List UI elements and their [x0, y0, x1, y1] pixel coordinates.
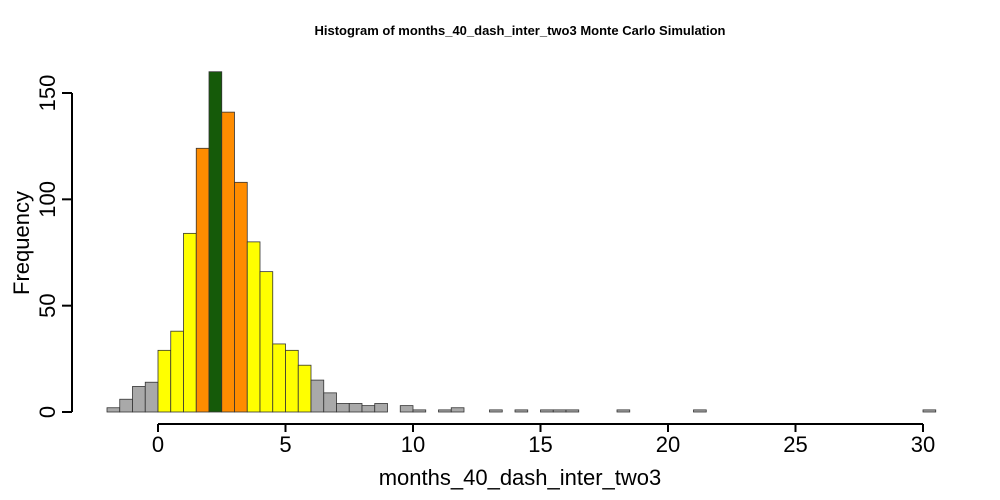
y-tick-label: 100 — [35, 181, 60, 218]
histogram-bar — [297, 364, 312, 413]
histogram-bar — [540, 409, 554, 413]
histogram-bar — [234, 181, 248, 413]
histogram-bar — [514, 409, 529, 413]
histogram-bar — [399, 405, 414, 413]
histogram-bar — [348, 403, 363, 413]
histogram-bar — [693, 409, 707, 413]
histogram-bar — [157, 349, 172, 413]
y-axis-ticks: 0 50 100 150 — [35, 75, 72, 418]
y-tick-label: 0 — [35, 406, 60, 418]
histogram-bar — [450, 407, 465, 413]
histogram-bar — [489, 409, 503, 413]
histogram-bar — [208, 71, 223, 413]
histogram-bar — [144, 381, 159, 413]
y-axis-title: Frequency — [9, 191, 34, 295]
histogram-bars — [106, 71, 937, 413]
x-tick-label: 0 — [152, 432, 164, 457]
x-tick-label: 30 — [911, 432, 935, 457]
x-tick-label: 20 — [656, 432, 680, 457]
histogram-bar — [183, 232, 197, 413]
histogram-bar — [336, 403, 350, 413]
histogram-bar — [922, 409, 937, 413]
histogram-bar — [195, 147, 210, 413]
x-tick-label: 25 — [783, 432, 807, 457]
histogram-bar — [310, 379, 325, 413]
histogram-bar — [552, 409, 567, 413]
histogram-bar — [361, 405, 376, 413]
histogram-bar — [170, 330, 184, 413]
histogram-bar — [285, 349, 299, 413]
histogram-bar — [132, 386, 146, 413]
histogram-bar — [323, 392, 337, 413]
x-tick-label: 10 — [401, 432, 425, 457]
histogram-bar — [119, 398, 133, 413]
histogram-bar — [412, 409, 427, 413]
y-tick-label: 50 — [35, 293, 60, 317]
histogram-bar — [272, 343, 286, 413]
chart-title: Histogram of months_40_dash_inter_two3 M… — [314, 23, 725, 38]
histogram-bar — [438, 409, 452, 413]
x-axis-title: months_40_dash_inter_two3 — [379, 465, 662, 490]
histogram-bar — [259, 271, 274, 413]
histogram-bar — [106, 407, 121, 413]
histogram-bar — [246, 241, 261, 413]
histogram-bar — [565, 409, 580, 413]
y-tick-label: 150 — [35, 75, 60, 112]
x-tick-label: 15 — [528, 432, 552, 457]
x-axis-ticks: 0 5 10 15 20 25 30 — [152, 424, 935, 457]
histogram-bar — [616, 409, 631, 413]
x-tick-label: 5 — [279, 432, 291, 457]
histogram-bar — [374, 403, 388, 413]
histogram-bar — [221, 111, 235, 413]
